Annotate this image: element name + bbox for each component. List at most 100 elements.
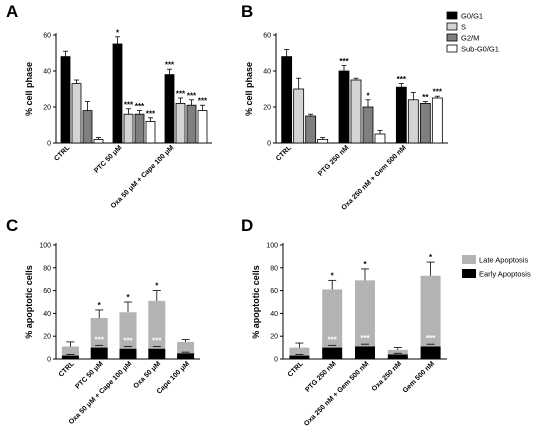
y-axis-label: % cell phase	[244, 62, 254, 116]
bar	[134, 113, 145, 144]
category-label: Gem 500 nM	[402, 360, 436, 394]
y-tick-label: 60	[43, 33, 51, 40]
panel-letter: D	[241, 216, 253, 235]
category-label: PTC 50 μM	[74, 360, 104, 390]
bar-late	[90, 317, 108, 348]
significance-label: ***	[123, 336, 133, 345]
y-tick-label: 100	[266, 243, 278, 250]
bar-early	[289, 355, 310, 359]
y-tick-label: 40	[43, 311, 51, 318]
category-label: CTRL	[53, 144, 72, 163]
y-tick-label: 0	[47, 141, 51, 148]
y-tick-label: 0	[274, 357, 278, 364]
y-tick-label: 40	[263, 69, 271, 76]
category-label: PTG 250 nM	[317, 144, 350, 177]
significance-label: ***	[95, 335, 105, 344]
y-tick-label: 80	[270, 265, 278, 272]
category-label: Oxa 50 μM	[132, 360, 162, 390]
significance-label: *	[366, 91, 370, 100]
significance-label: ***	[328, 335, 338, 344]
bar-early	[355, 346, 375, 359]
bar	[431, 97, 443, 144]
bar	[419, 103, 431, 144]
significance-label: *	[155, 282, 159, 291]
bar-early	[119, 348, 137, 359]
legend-label: G2/M	[461, 34, 479, 43]
category-label: Oxa 250 nM + Gem 500 nM	[340, 144, 407, 211]
significance-label: *	[98, 301, 102, 310]
bar	[60, 56, 71, 144]
legend-label: Sub-G0/G1	[461, 45, 499, 54]
bar	[82, 110, 93, 144]
significance-label: ***	[187, 91, 197, 100]
category-label: CTRL	[275, 144, 294, 163]
significance-label: ***	[339, 57, 349, 66]
category-label: Oxa 250 nM	[371, 360, 404, 393]
bar-late	[355, 280, 375, 347]
significance-label: *	[429, 253, 433, 262]
legend-swatch	[446, 44, 458, 53]
y-tick-label: 20	[270, 334, 278, 341]
bar	[395, 86, 407, 144]
significance-label: **	[422, 93, 429, 102]
significance-label: ***	[360, 334, 370, 343]
legend-label: S	[461, 23, 466, 32]
bar-late	[119, 312, 137, 349]
bar	[407, 99, 419, 144]
significance-label: ***	[176, 90, 186, 99]
bar	[317, 138, 329, 144]
bar-late	[289, 347, 310, 356]
category-label: Oxa 50 μM + Cape 100 μM	[68, 360, 134, 426]
y-tick-label: 0	[47, 357, 51, 364]
bar	[164, 74, 175, 144]
bar	[112, 43, 123, 144]
bar	[93, 138, 104, 144]
bar-early	[90, 347, 108, 359]
bar-late	[177, 341, 195, 354]
bar-late	[148, 300, 166, 349]
bar	[145, 121, 156, 144]
significance-label: *	[331, 271, 335, 280]
bar	[350, 79, 362, 144]
y-tick-label: 60	[263, 33, 271, 40]
significance-label: *	[116, 28, 120, 37]
bar	[374, 133, 386, 144]
y-tick-label: 20	[263, 105, 271, 112]
category-label: Oxa 50 μM + Cape 100 μM	[110, 144, 176, 210]
panel-letter: A	[6, 2, 18, 21]
panel-letter: C	[6, 216, 18, 235]
y-tick-label: 20	[43, 105, 51, 112]
bar	[293, 88, 305, 144]
y-tick-label: 40	[43, 69, 51, 76]
bar-early	[148, 348, 166, 359]
legend-label: G0/G1	[461, 12, 483, 21]
significance-label: ***	[198, 97, 208, 106]
legend-label: Late Apoptosis	[479, 256, 528, 265]
legend-swatch	[462, 255, 476, 264]
legend-swatch	[446, 33, 458, 42]
legend-swatch	[462, 269, 476, 278]
category-label: PTG 250 nM	[304, 360, 337, 393]
bar-early	[322, 347, 343, 359]
significance-label: ***	[433, 88, 443, 97]
category-label: PTC 50 μM	[93, 144, 123, 174]
bar-late	[387, 349, 408, 355]
significance-label: ***	[146, 109, 156, 118]
bar	[123, 113, 134, 144]
significance-label: *	[363, 260, 367, 269]
bar	[305, 115, 317, 144]
significance-label: *	[126, 293, 130, 302]
bar-late	[61, 346, 79, 356]
significance-label: ***	[165, 61, 175, 70]
significance-label: ***	[135, 102, 145, 111]
category-label: CTRL	[287, 360, 306, 379]
y-tick-label: 0	[267, 141, 271, 148]
bar-early	[420, 346, 441, 359]
bar	[362, 106, 374, 144]
y-tick-label: 40	[270, 311, 278, 318]
y-axis-label: % cell phase	[24, 62, 34, 116]
y-axis-label: % apoptotic cells	[24, 265, 34, 339]
